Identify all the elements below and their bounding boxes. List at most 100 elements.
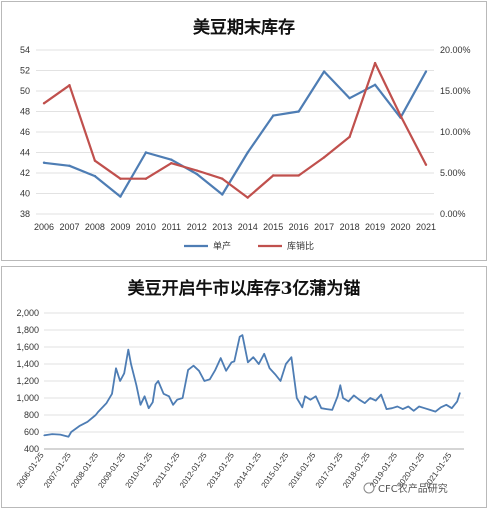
soybean-price-chart: 美豆开启牛市以库存3亿蒲为锚 2,000 1,800 1,600 1,400 1,200… bbox=[15, 278, 464, 495]
x-tick-label: 2015 bbox=[263, 222, 283, 232]
data-point-price bbox=[230, 361, 233, 363]
data-point-price bbox=[239, 336, 241, 338]
x-tick-label: 2017-01-25 bbox=[314, 451, 345, 490]
data-point-price bbox=[78, 425, 80, 427]
data-point-price bbox=[364, 402, 366, 404]
x-tick-label: 2018 bbox=[340, 222, 360, 232]
y-tick-label: 50 bbox=[20, 86, 30, 96]
data-point-price bbox=[279, 380, 282, 382]
data-point-price bbox=[440, 406, 442, 408]
x-tick-label: 2017 bbox=[314, 222, 334, 232]
data-point-stock-to-use bbox=[297, 174, 300, 177]
data-point-stock-to-use bbox=[195, 169, 198, 172]
data-point-yield bbox=[297, 110, 300, 113]
data-point-yield bbox=[348, 96, 351, 100]
series-line-stock-to-use bbox=[43, 61, 427, 199]
data-point-price bbox=[336, 395, 339, 397]
x-tick-label: 2011-01-25 bbox=[151, 451, 182, 490]
x-tick-label: 2020 bbox=[391, 222, 411, 232]
data-point-yield bbox=[272, 114, 275, 117]
x-tick-label: 2016-01-25 bbox=[287, 450, 318, 489]
y-tick-label: 48 bbox=[20, 107, 30, 117]
y-tick-label: 1,600 bbox=[16, 342, 39, 352]
data-point-price bbox=[111, 393, 113, 395]
data-point-price bbox=[456, 400, 458, 402]
data-point-price bbox=[285, 363, 287, 365]
data-point-price bbox=[252, 356, 254, 358]
y-tick-label: 52 bbox=[20, 66, 30, 76]
data-point-stock-to-use bbox=[221, 177, 224, 180]
data-point-yield bbox=[221, 193, 224, 196]
data-point-yield bbox=[170, 158, 173, 161]
y2-tick-label: 5.00% bbox=[440, 168, 466, 178]
x-tick-label: 2008 bbox=[85, 222, 105, 232]
data-point-price bbox=[445, 404, 447, 406]
y-tick-label: 40 bbox=[20, 189, 30, 199]
data-point-price bbox=[119, 380, 121, 382]
data-point-stock-to-use bbox=[144, 177, 148, 180]
x-tick-label: 2018-01-25 bbox=[341, 451, 372, 490]
chart-bottom-panel: 美豆开启牛市以库存3亿蒲为锚 2,000 1,800 1,600 1,400 1,200… bbox=[1, 266, 487, 508]
data-point-price bbox=[315, 395, 317, 397]
x-tick-label: 2019 bbox=[365, 222, 385, 232]
y-tick-label: 38 bbox=[20, 209, 30, 219]
y2-tick-label: 15.00% bbox=[440, 86, 471, 96]
chart-top-panel: 美豆期末库存 54 52 50 48 46 44 42 40 38 20.00% 15.00% 10… bbox=[1, 1, 487, 261]
data-point-price bbox=[214, 369, 216, 371]
data-point-price bbox=[241, 334, 244, 336]
data-point-price bbox=[385, 408, 388, 410]
ending-stocks-chart: 美豆期末库存 54 52 50 48 46 44 42 40 38 20.00% 15.00% 10… bbox=[20, 17, 471, 252]
data-point-price bbox=[105, 402, 108, 404]
x-tick-label: 2009 bbox=[110, 222, 130, 232]
data-point-price bbox=[451, 407, 453, 409]
data-point-price bbox=[115, 367, 117, 369]
data-point-price bbox=[187, 369, 189, 371]
data-point-yield bbox=[144, 151, 148, 154]
data-point-price bbox=[358, 399, 360, 401]
data-point-price bbox=[198, 370, 200, 372]
y-tick-label: 54 bbox=[20, 45, 30, 55]
y2-tick-label: 20.00% bbox=[440, 45, 471, 55]
data-point-price bbox=[263, 353, 265, 355]
x-tick-label: 2006-01-25 bbox=[15, 451, 46, 490]
data-point-yield bbox=[42, 161, 46, 164]
data-point-price bbox=[139, 404, 142, 406]
x-tick-label: 2016 bbox=[289, 222, 309, 232]
data-point-stock-to-use bbox=[93, 159, 97, 162]
data-point-price bbox=[380, 394, 382, 396]
watermark-icon bbox=[363, 482, 375, 494]
data-point-price bbox=[192, 365, 195, 367]
data-point-price bbox=[326, 408, 328, 410]
data-point-price bbox=[429, 409, 431, 411]
x-tick-label: 2012 bbox=[187, 222, 207, 232]
data-point-price bbox=[95, 414, 97, 416]
legend-label-stock-to-use: 库销比 bbox=[287, 240, 314, 252]
data-point-price bbox=[407, 405, 409, 408]
x-tick-label: 2007-01-25 bbox=[42, 451, 73, 490]
x-tick-label: 2013-01-25 bbox=[205, 451, 236, 490]
data-point-price bbox=[130, 363, 132, 365]
data-point-price bbox=[347, 400, 350, 402]
data-point-price bbox=[152, 401, 154, 403]
data-point-stock-to-use bbox=[68, 84, 71, 87]
y-tick-label: 1,000 bbox=[16, 393, 39, 403]
y-tick-label: 1,200 bbox=[16, 376, 39, 386]
y-tick-label: 600 bbox=[24, 427, 39, 437]
data-point-yield bbox=[322, 70, 326, 73]
x-tick-label: 2014-01-25 bbox=[232, 451, 263, 490]
data-point-stock-to-use bbox=[399, 114, 402, 117]
data-point-price bbox=[459, 392, 461, 394]
data-point-price bbox=[176, 399, 178, 401]
data-point-price bbox=[59, 433, 61, 436]
data-point-price bbox=[331, 409, 333, 411]
data-point-price bbox=[168, 395, 170, 397]
data-point-price bbox=[269, 367, 271, 369]
series-line-price bbox=[43, 334, 461, 438]
x-tick-label: 2014 bbox=[238, 222, 258, 232]
data-point-price bbox=[320, 407, 322, 409]
x-tick-label: 2013 bbox=[212, 222, 232, 232]
data-point-stock-to-use bbox=[170, 161, 173, 165]
data-point-price bbox=[423, 407, 426, 409]
data-point-price bbox=[97, 411, 99, 413]
data-point-price bbox=[402, 408, 404, 410]
